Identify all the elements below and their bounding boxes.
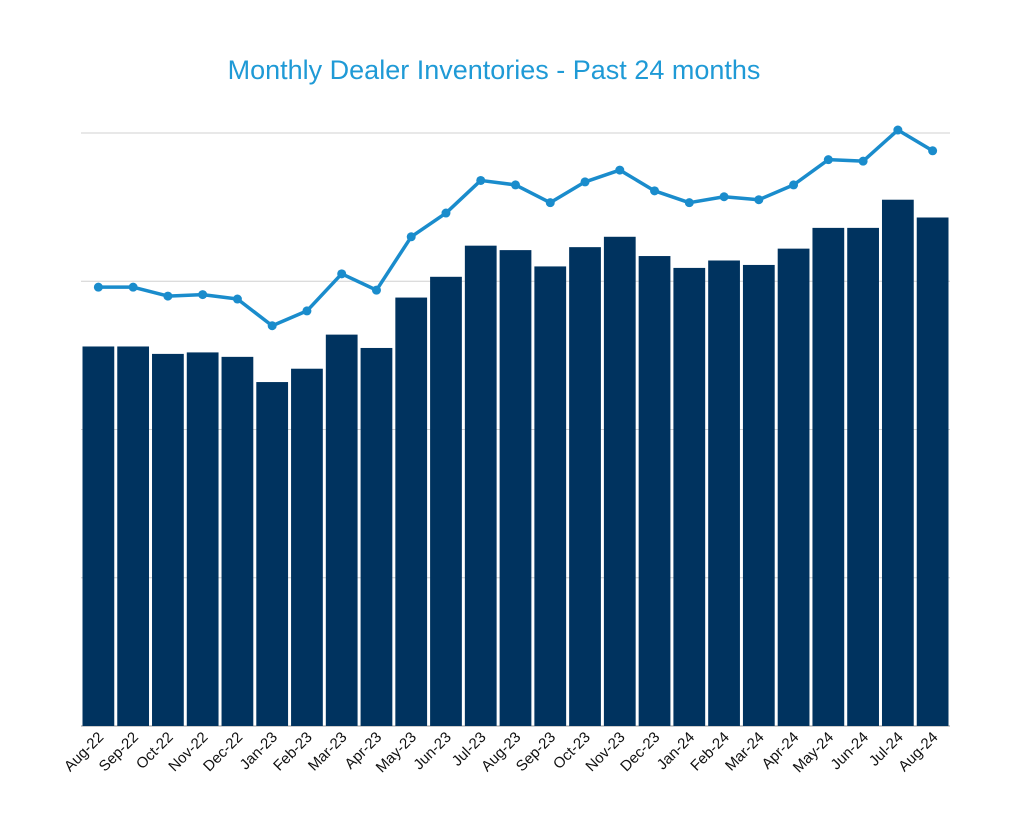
- bar-Nov-22: [186, 352, 219, 726]
- bar-Feb-24: [708, 260, 740, 726]
- bar-Apr-23: [360, 347, 393, 726]
- bar-Nov-23: [603, 236, 636, 726]
- line-point-Mar-23: [337, 269, 347, 279]
- bar-Sep-23: [534, 266, 567, 726]
- line-point-Nov-22: [198, 290, 208, 300]
- line-point-May-23: [406, 232, 416, 242]
- line-point-Aug-22: [93, 282, 103, 292]
- line-point-Jun-24: [858, 156, 868, 166]
- line-point-Feb-23: [302, 306, 312, 316]
- bar-Aug-22: [82, 346, 115, 726]
- line-point-Sep-23: [545, 198, 555, 208]
- line-point-Apr-23: [371, 285, 381, 295]
- line-point-Dec-23: [650, 186, 660, 196]
- bar-Dec-22: [221, 356, 254, 726]
- line-point-Oct-22: [163, 291, 173, 301]
- bar-Feb-23: [291, 368, 323, 726]
- line-point-Jan-23: [267, 321, 277, 331]
- bar-Sep-22: [117, 346, 150, 726]
- bar-Jul-23: [464, 245, 497, 727]
- x-tick-label: Jun-24: [827, 729, 871, 773]
- bar-Jul-24: [881, 199, 914, 726]
- x-tick-label: Dec-23: [617, 729, 663, 775]
- bar-Jan-23: [256, 382, 289, 726]
- line-point-Jun-23: [441, 208, 451, 218]
- bar-Dec-23: [638, 256, 671, 726]
- line-point-Aug-24: [928, 146, 938, 156]
- line-point-Dec-22: [232, 294, 242, 304]
- bar-Aug-23: [499, 250, 532, 726]
- x-tick-label: Mar-23: [305, 729, 351, 775]
- bar-Jan-24: [673, 267, 706, 726]
- line-point-Oct-23: [580, 177, 590, 187]
- line-point-Apr-24: [789, 180, 799, 190]
- x-tick-label: Sep-22: [96, 729, 142, 775]
- x-tick-label: Aug-24: [895, 729, 941, 775]
- x-tick-label: Jun-23: [410, 729, 454, 773]
- line-point-Feb-24: [719, 192, 729, 202]
- bar-Mar-23: [325, 334, 358, 726]
- line-point-Sep-22: [128, 282, 138, 292]
- bar-Jun-24: [847, 227, 879, 726]
- line-point-Jul-24: [893, 125, 903, 135]
- bar-May-23: [395, 297, 428, 726]
- line-point-Jul-23: [476, 175, 486, 185]
- bar-Jun-23: [430, 276, 462, 726]
- line-point-Nov-23: [615, 165, 625, 175]
- line-point-Mar-24: [754, 195, 764, 205]
- line-point-May-24: [823, 155, 833, 165]
- bar-Oct-22: [152, 353, 184, 726]
- line-point-Aug-23: [511, 180, 520, 190]
- x-tick-label: Dec-22: [200, 729, 246, 775]
- bar-May-24: [812, 227, 845, 726]
- x-tick-label: Mar-24: [722, 729, 768, 775]
- line-point-Jan-24: [684, 198, 694, 208]
- bar-Aug-24: [916, 217, 949, 726]
- bar-Apr-24: [777, 248, 810, 726]
- chart-title: Monthly Dealer Inventories - Past 24 mon…: [228, 55, 761, 85]
- bar-Oct-23: [569, 247, 601, 726]
- bar-Mar-24: [742, 264, 775, 726]
- x-tick-label: Sep-23: [513, 729, 559, 775]
